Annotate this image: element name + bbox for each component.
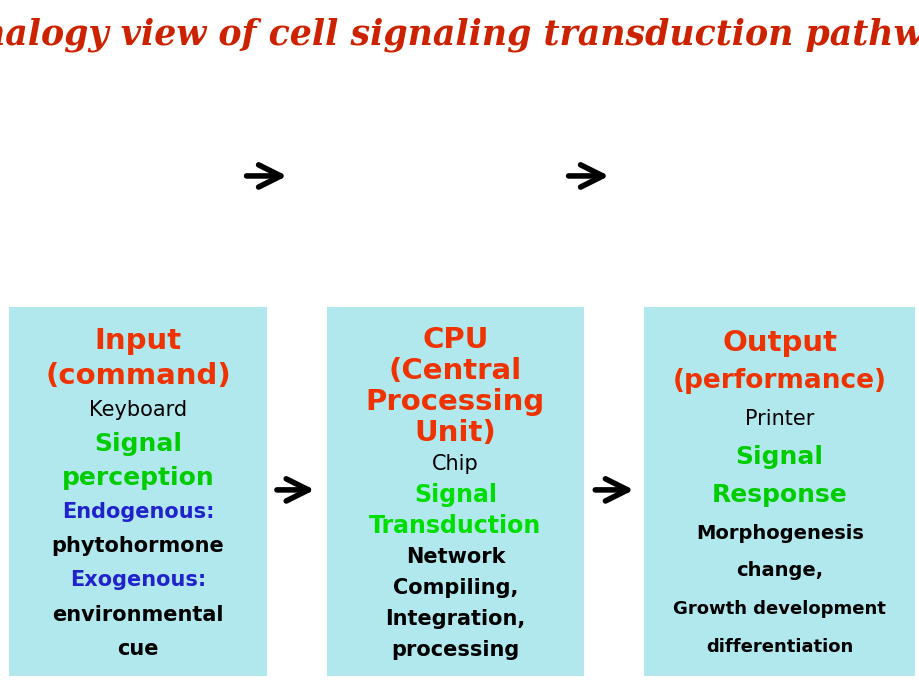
- Text: (command): (command): [45, 362, 231, 390]
- Text: Integration,: Integration,: [385, 609, 525, 629]
- Bar: [643, 307, 914, 676]
- Text: Exogenous:: Exogenous:: [70, 571, 206, 591]
- Text: environmental: environmental: [52, 604, 223, 624]
- Bar: [326, 307, 584, 676]
- Text: processing: processing: [391, 640, 519, 660]
- Text: Endogenous:: Endogenous:: [62, 502, 214, 522]
- Bar: [9, 307, 267, 676]
- Text: Network: Network: [405, 547, 505, 567]
- Text: (performance): (performance): [672, 368, 886, 394]
- Text: CPU: CPU: [422, 326, 488, 354]
- Text: Processing: Processing: [366, 388, 544, 416]
- Text: (Central: (Central: [389, 357, 521, 385]
- Text: Growth development: Growth development: [673, 600, 885, 618]
- Text: Printer: Printer: [744, 409, 813, 429]
- Text: phytohormone: phytohormone: [51, 536, 224, 556]
- Text: differentiation: differentiation: [705, 638, 853, 656]
- Text: cue: cue: [117, 639, 159, 659]
- Text: Transduction: Transduction: [369, 514, 541, 538]
- Text: Input: Input: [95, 327, 181, 355]
- Text: change,: change,: [735, 562, 823, 580]
- Text: Response: Response: [711, 483, 846, 507]
- Text: Signal: Signal: [735, 445, 823, 469]
- Text: Output: Output: [721, 329, 836, 357]
- Text: Signal: Signal: [414, 483, 496, 507]
- Text: Keyboard: Keyboard: [89, 400, 187, 420]
- Text: Morphogenesis: Morphogenesis: [695, 524, 863, 542]
- Text: Chip: Chip: [432, 454, 478, 474]
- Text: perception: perception: [62, 466, 214, 490]
- Text: Compiling,: Compiling,: [392, 578, 517, 598]
- Text: Unit): Unit): [414, 419, 495, 447]
- Text: Signal: Signal: [94, 432, 182, 456]
- Text: Analogy view of cell signaling transduction pathway: Analogy view of cell signaling transduct…: [0, 17, 919, 52]
